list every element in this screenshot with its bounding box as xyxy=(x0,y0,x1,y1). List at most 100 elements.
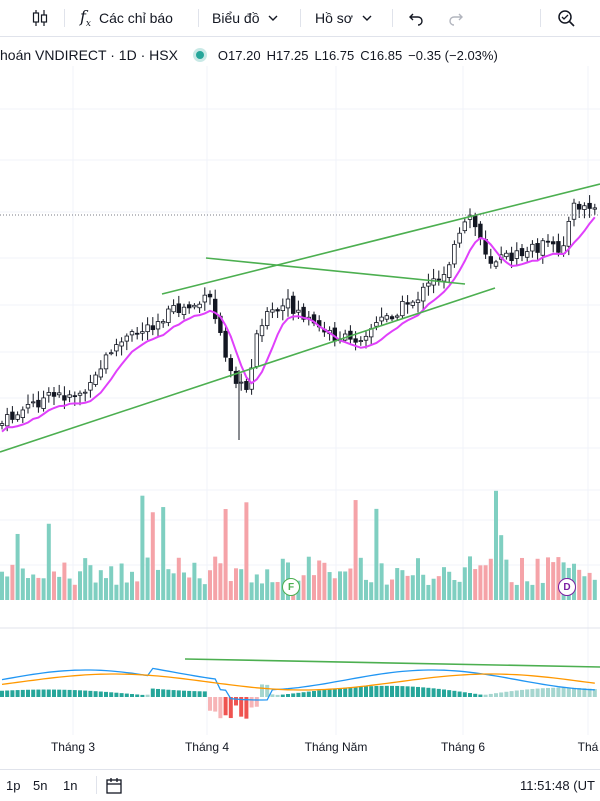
volume-bar xyxy=(520,557,524,600)
candle-body xyxy=(446,264,452,278)
chart-type-button[interactable]: Biểu đồ xyxy=(212,0,279,36)
dividend-marker[interactable]: D xyxy=(558,578,576,596)
redo-icon xyxy=(449,13,463,26)
macd-histogram-bar xyxy=(5,690,10,697)
volume-bar xyxy=(582,576,587,600)
volume-bar xyxy=(67,578,72,600)
candle-body xyxy=(374,322,379,327)
candle-body xyxy=(270,309,275,313)
range-1p[interactable]: 1p xyxy=(6,778,21,793)
macd-histogram-bar xyxy=(280,694,285,697)
search-button[interactable] xyxy=(556,0,576,36)
volume-bar xyxy=(587,572,592,600)
profile-button[interactable]: Hồ sơ xyxy=(315,0,373,36)
volume-bar xyxy=(156,569,160,600)
macd-histogram-bar xyxy=(78,690,82,697)
volume-bar xyxy=(514,584,519,600)
volume-bar xyxy=(343,571,348,600)
macd-histogram-bar xyxy=(187,690,192,697)
candle-body xyxy=(384,315,389,320)
volume-bar xyxy=(462,567,467,600)
candle-body xyxy=(462,221,467,232)
candle-body xyxy=(358,340,363,342)
candle-body xyxy=(176,303,181,314)
volume-bar xyxy=(20,568,25,600)
volume-bar xyxy=(405,575,410,600)
candle-body xyxy=(556,241,561,253)
candle-body xyxy=(379,316,384,322)
x-axis-label: Tháng Năm xyxy=(304,740,368,754)
volume-bar xyxy=(114,584,119,600)
candles-icon[interactable] xyxy=(30,0,50,36)
volume-bar xyxy=(384,584,389,600)
macd-histogram-bar xyxy=(457,691,462,697)
volume-bar xyxy=(10,564,15,600)
volume-bar xyxy=(499,535,504,600)
volume-bar xyxy=(171,573,176,600)
macd-histogram-bar xyxy=(192,691,197,697)
volume-bar xyxy=(36,577,41,600)
volume-bar xyxy=(166,569,171,600)
candle-body xyxy=(83,391,88,394)
moving-average-line xyxy=(1,216,596,433)
chart-canvas[interactable] xyxy=(0,36,600,769)
candle-body xyxy=(233,370,239,384)
macd-histogram-bar xyxy=(504,691,509,697)
x-axis-label: Tháng 4 xyxy=(184,740,230,754)
range-1n[interactable]: 1n xyxy=(63,778,78,793)
candle-body xyxy=(223,330,228,358)
volume-bar xyxy=(546,557,550,600)
volume-bar xyxy=(150,512,155,600)
macd-histogram-bar xyxy=(379,685,384,697)
candle-body xyxy=(98,368,103,378)
volume-bar xyxy=(78,571,82,600)
clock-time: 11:51:48 (UT xyxy=(520,778,595,793)
volume-bar xyxy=(301,575,306,600)
candle-body xyxy=(394,315,400,318)
candle-body xyxy=(587,202,592,209)
redo-button[interactable] xyxy=(447,0,465,36)
macd-histogram-bar xyxy=(572,687,576,697)
macd-histogram-bar xyxy=(135,694,140,697)
candle-body xyxy=(72,395,77,398)
macd-histogram-bar xyxy=(234,697,238,706)
macd-histogram xyxy=(0,684,597,719)
macd-histogram-bar xyxy=(447,690,452,697)
indicators-button[interactable]: fx Các chỉ báo xyxy=(80,0,173,36)
macd-histogram-bar xyxy=(57,689,62,697)
symbol-title[interactable]: hoán VNDIRECT · 1D · HSX xyxy=(0,47,178,63)
macd-histogram-bar xyxy=(520,689,524,697)
candle-body xyxy=(504,252,509,258)
macd-histogram-bar xyxy=(343,687,348,697)
candle-body xyxy=(488,256,493,264)
volume-bar xyxy=(161,507,166,600)
macd-histogram-bar xyxy=(499,692,504,697)
undo-button[interactable] xyxy=(407,0,425,36)
macd-histogram-bar xyxy=(582,688,587,697)
volume-bar xyxy=(483,565,488,600)
macd-histogram-bar xyxy=(10,690,15,697)
calendar-icon[interactable] xyxy=(104,776,124,796)
volume-bar xyxy=(135,581,140,600)
macd-histogram-bar xyxy=(46,689,51,697)
macd-histogram-bar xyxy=(556,687,561,697)
macd-histogram-bar xyxy=(525,689,530,697)
volume-bar xyxy=(400,570,405,600)
range-5n[interactable]: 5n xyxy=(33,778,48,793)
macd-histogram-bar xyxy=(265,684,270,697)
candle-body xyxy=(5,414,10,427)
candle-body xyxy=(181,306,187,315)
macd-histogram-bar xyxy=(109,692,114,697)
earnings-marker[interactable]: F xyxy=(282,578,300,596)
macd-histogram-bar xyxy=(514,690,519,697)
macd-histogram-bar xyxy=(72,690,77,697)
volume-bar xyxy=(306,556,311,600)
candle-body xyxy=(280,305,285,312)
volume-bar xyxy=(213,556,218,600)
volume-bar xyxy=(327,572,332,600)
macd-histogram-bar xyxy=(421,687,426,697)
volume-bar xyxy=(525,581,530,600)
volume-bar xyxy=(187,577,192,600)
macd-histogram-bar xyxy=(171,690,176,697)
volume-bar xyxy=(494,490,498,600)
